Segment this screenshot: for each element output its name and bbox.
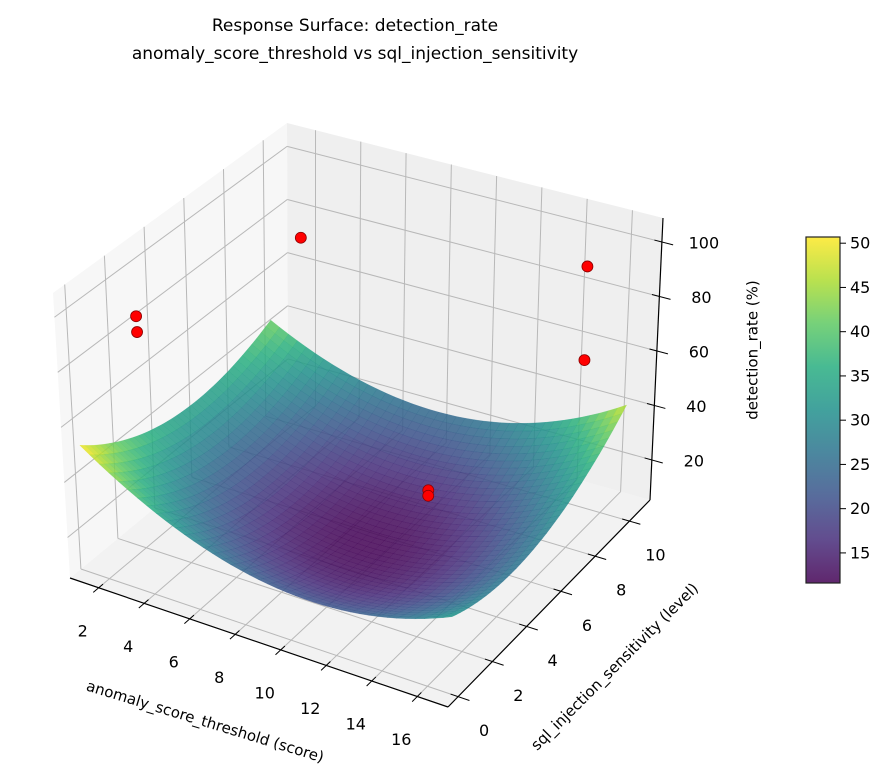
y-tick-label: 2	[513, 686, 523, 705]
z-tick-label: 40	[686, 397, 706, 416]
z-tick-mark	[644, 457, 663, 464]
floor-gridline-y	[80, 568, 459, 698]
back-gridline-z	[287, 252, 657, 352]
z-tick-mark	[649, 348, 669, 355]
x-tick-mark	[184, 614, 195, 624]
colorbar: 15 20 25 30 35 40 45 50	[805, 234, 870, 584]
z-tick-label: 60	[689, 342, 709, 361]
y-tick-mark	[484, 658, 504, 666]
left-gridline-z	[60, 252, 288, 428]
data-point	[578, 354, 591, 367]
colorbar-tick-label: 40	[850, 322, 870, 341]
colorbar-tick-label: 25	[850, 455, 870, 474]
y-tick-mark	[519, 623, 538, 631]
x-axis-label: anomaly_score_threshold (score)	[84, 677, 326, 767]
x-tick-mark	[229, 630, 240, 640]
tick-labels: 2 4 6 8 10 12 14 16 0 2 4 6 8 10 20 40 60 80 100	[78, 233, 720, 749]
z-tick-label: 100	[689, 233, 720, 252]
z-tick-label: 80	[691, 288, 711, 307]
x-tick-label: 14	[346, 714, 366, 733]
left-gridline-y	[64, 284, 82, 570]
y-tick-mark	[622, 518, 641, 525]
y-tick-mark	[450, 693, 470, 701]
x-tick-mark	[275, 645, 286, 656]
x-axis-line	[69, 577, 449, 708]
left-gridline-z	[54, 145, 288, 318]
floor-gridline-y	[117, 537, 493, 663]
back-gridline-x	[620, 210, 633, 492]
colorbar-tick-label: 45	[850, 278, 870, 297]
chart-title-line-2: anomaly_score_threshold vs sql_injection…	[132, 44, 578, 64]
y-tick-label: 4	[548, 651, 558, 670]
x-tick-label: 16	[391, 730, 411, 749]
z-axis-line	[649, 217, 664, 501]
chart-title-line-1: Response Surface: detection_rate	[212, 16, 498, 36]
data-point	[130, 310, 142, 323]
colorbar-tick-label: 50	[850, 234, 870, 253]
z-tick-label: 20	[684, 451, 704, 470]
back-gridline-z	[286, 145, 663, 243]
y-tick-label: 0	[479, 721, 489, 740]
data-point	[422, 489, 435, 502]
data-point	[581, 260, 594, 273]
x-tick-label: 8	[214, 668, 224, 687]
back-gridline-z	[287, 199, 660, 297]
y-tick-label: 10	[645, 546, 665, 565]
z-tick-mark	[646, 402, 666, 409]
data-point	[131, 326, 143, 338]
colorbar-tick-label: 15	[850, 543, 870, 562]
back-gridline-z	[287, 305, 655, 406]
back-gridline-x	[445, 164, 452, 443]
back-gridline-x	[358, 141, 362, 419]
z-tick-mark	[651, 294, 671, 300]
x-tick-mark	[411, 692, 422, 702]
scatter-points	[130, 231, 594, 502]
x-tick-label: 10	[255, 683, 275, 702]
x-tick-mark	[366, 676, 377, 687]
colorbar-gradient	[805, 236, 841, 584]
floor-gridline-x	[416, 491, 621, 697]
colorbar-tick-label: 30	[850, 411, 870, 430]
back-gridline-x	[402, 153, 407, 431]
surface-facet	[442, 614, 457, 618]
axis-lines	[69, 217, 674, 708]
x-tick-label: 12	[300, 699, 320, 718]
y-axis-line	[447, 499, 651, 708]
y-tick-mark	[553, 588, 573, 596]
x-tick-mark	[92, 583, 104, 593]
colorbar-tick-label: 20	[850, 499, 870, 518]
y-tick-label: 8	[616, 581, 626, 600]
x-tick-label: 2	[78, 621, 88, 640]
x-tick-mark	[138, 599, 149, 609]
z-axis-label: detection_rate (%)	[744, 280, 763, 420]
back-gridline-x	[489, 175, 498, 455]
colorbar-tick-label: 35	[850, 366, 870, 385]
left-gridline-y	[103, 255, 119, 539]
surface-mesh	[79, 319, 628, 620]
data-point	[294, 231, 307, 244]
left-gridline-z	[57, 199, 288, 373]
x-tick-mark	[320, 661, 331, 671]
back-gridline-x	[532, 187, 543, 468]
y-tick-mark	[587, 553, 607, 560]
z-tick-mark	[654, 239, 674, 246]
y-tick-label: 6	[582, 616, 592, 635]
x-tick-label: 6	[169, 652, 179, 671]
x-tick-label: 4	[123, 637, 133, 656]
